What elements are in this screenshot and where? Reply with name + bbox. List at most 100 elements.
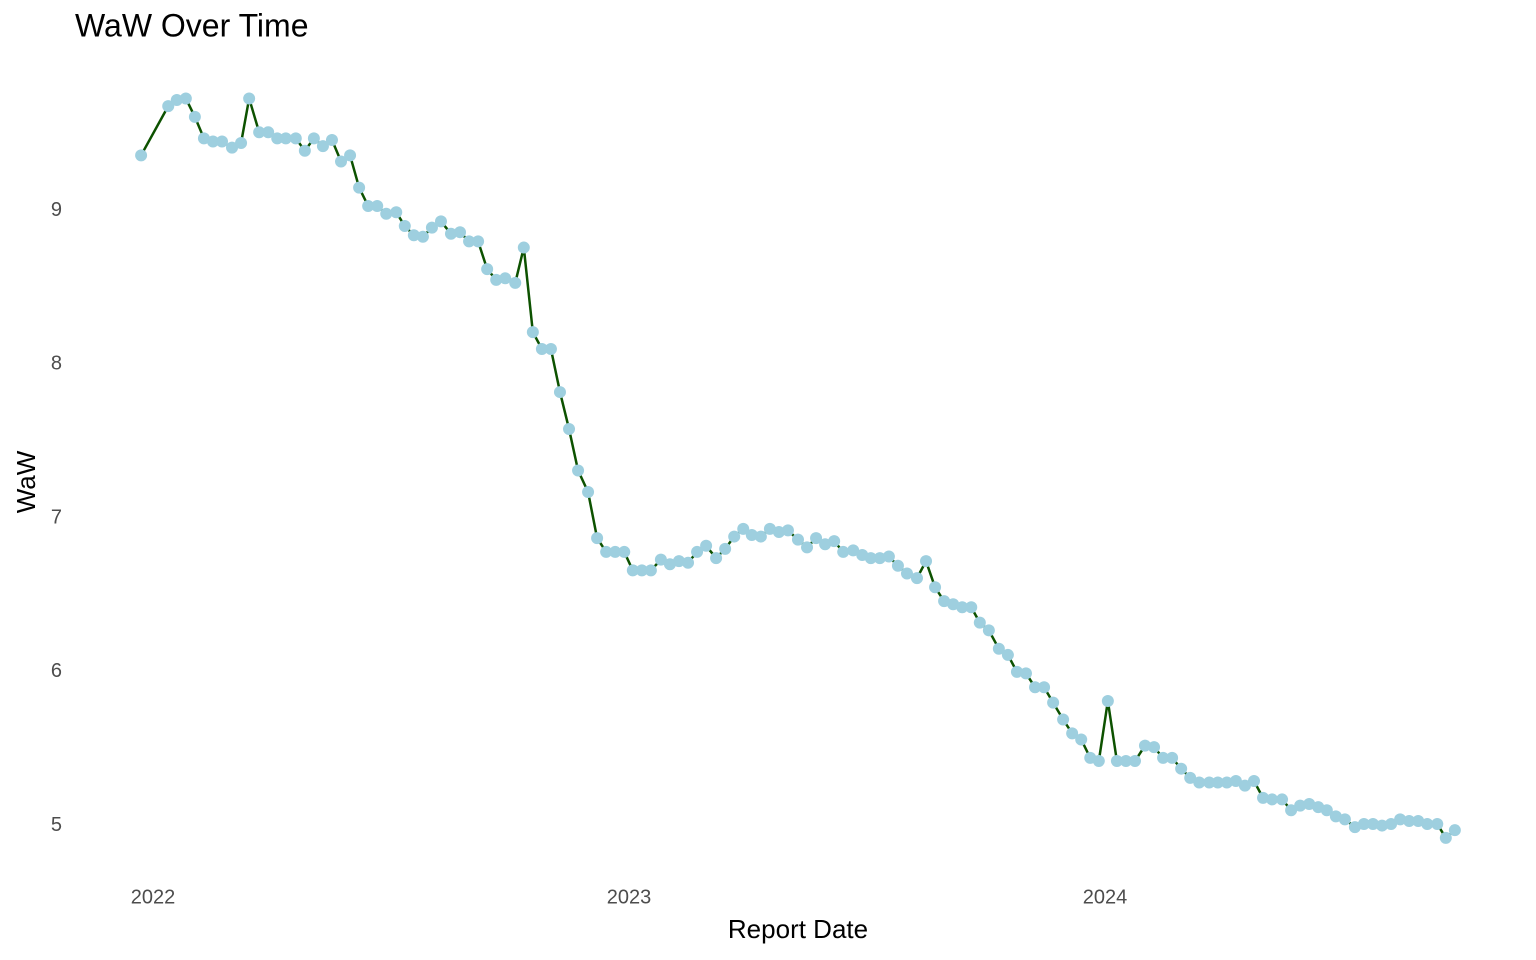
point [1119, 755, 1132, 768]
point [745, 529, 758, 542]
point [1166, 751, 1179, 764]
point [618, 545, 631, 558]
point [289, 132, 302, 145]
point [390, 206, 403, 219]
point [1366, 818, 1379, 831]
point [1184, 771, 1197, 784]
point [1266, 793, 1279, 806]
point [325, 133, 338, 146]
point [535, 343, 548, 356]
point [992, 642, 1005, 655]
point [253, 126, 266, 139]
point [344, 149, 357, 162]
point [1066, 727, 1079, 740]
point [626, 564, 639, 577]
point [1220, 776, 1233, 789]
point [1394, 813, 1407, 826]
x-tick-label: 2023 [607, 886, 652, 908]
point [179, 92, 192, 105]
point [226, 141, 239, 154]
point [298, 144, 311, 157]
point [1110, 755, 1123, 768]
point [563, 422, 576, 435]
point [454, 226, 467, 239]
point [1010, 665, 1023, 678]
point [801, 541, 814, 554]
point [444, 227, 457, 240]
point [434, 215, 447, 228]
point [1193, 776, 1206, 789]
point [235, 137, 248, 150]
point [1001, 648, 1014, 661]
point [1057, 713, 1070, 726]
point [197, 132, 210, 145]
point [188, 110, 201, 123]
point [1029, 681, 1042, 694]
point [754, 530, 767, 543]
point [1348, 821, 1361, 834]
point [1439, 831, 1452, 844]
point [929, 581, 942, 594]
point [837, 545, 850, 558]
point [271, 132, 284, 145]
x-tick-label: 2024 [1083, 886, 1128, 908]
point [873, 552, 886, 565]
point [691, 545, 704, 558]
point [1138, 739, 1151, 752]
point [1092, 755, 1105, 768]
point [216, 135, 229, 148]
point [1229, 774, 1242, 787]
point [819, 538, 832, 551]
point [526, 326, 539, 339]
point [1276, 793, 1289, 806]
point [772, 525, 785, 538]
point [335, 155, 348, 168]
point [982, 624, 995, 637]
point [828, 535, 841, 548]
point [591, 532, 604, 545]
point [973, 616, 986, 629]
point [1448, 824, 1461, 837]
point [1247, 774, 1260, 787]
point [882, 550, 895, 563]
point [517, 241, 530, 254]
point [425, 221, 438, 234]
point [362, 200, 375, 213]
point [582, 485, 595, 498]
y-tick-label: 6 [51, 660, 62, 682]
point [644, 564, 657, 577]
point [1403, 814, 1416, 827]
point [847, 544, 860, 557]
y-tick-label: 8 [51, 353, 62, 375]
point [279, 132, 292, 145]
point [1101, 695, 1114, 708]
x-tick-label: 2022 [131, 886, 176, 908]
point [135, 149, 148, 162]
point [1211, 776, 1224, 789]
point [463, 235, 476, 248]
point [544, 343, 557, 356]
point [700, 539, 713, 552]
point [737, 522, 750, 535]
point [810, 532, 823, 545]
point [910, 572, 923, 585]
point [316, 140, 329, 153]
point [243, 92, 256, 105]
y-tick-label: 5 [51, 814, 62, 836]
point [1128, 755, 1141, 768]
point [682, 556, 695, 569]
point [353, 181, 366, 194]
point [490, 273, 503, 286]
point [965, 601, 978, 614]
point [920, 555, 933, 568]
point [1412, 814, 1425, 827]
point [1431, 818, 1444, 831]
point [307, 132, 320, 145]
point [900, 567, 913, 580]
point [1320, 804, 1333, 817]
point [1238, 779, 1251, 792]
point [719, 542, 732, 555]
point [1019, 667, 1032, 680]
point [600, 545, 613, 558]
